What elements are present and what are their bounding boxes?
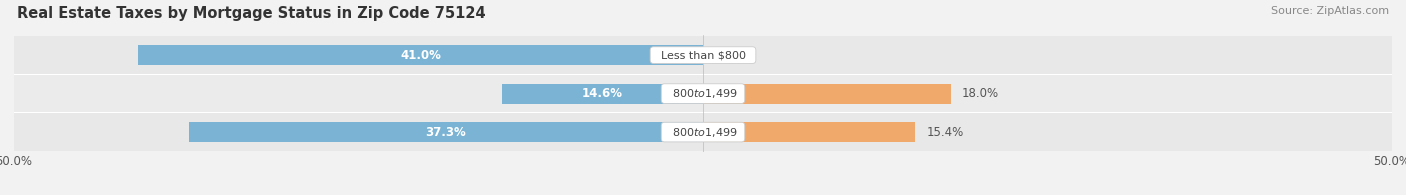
Bar bbox=[14, 75, 1392, 112]
Text: 18.0%: 18.0% bbox=[962, 87, 1000, 100]
Bar bbox=[703, 122, 915, 142]
Bar bbox=[14, 74, 1392, 113]
Text: $800 to $1,499: $800 to $1,499 bbox=[665, 126, 741, 139]
Text: 15.4%: 15.4% bbox=[927, 126, 963, 139]
Text: Real Estate Taxes by Mortgage Status in Zip Code 75124: Real Estate Taxes by Mortgage Status in … bbox=[17, 6, 485, 21]
Text: 37.3%: 37.3% bbox=[426, 126, 467, 139]
Bar bbox=[188, 122, 703, 142]
Bar bbox=[14, 113, 1392, 151]
Text: Less than $800: Less than $800 bbox=[654, 50, 752, 60]
Text: 0.0%: 0.0% bbox=[714, 49, 744, 62]
Bar bbox=[14, 36, 1392, 74]
Bar bbox=[703, 84, 950, 104]
Bar bbox=[14, 36, 1392, 74]
Text: Source: ZipAtlas.com: Source: ZipAtlas.com bbox=[1271, 6, 1389, 16]
Text: 41.0%: 41.0% bbox=[401, 49, 441, 62]
Bar bbox=[138, 45, 703, 65]
Text: 14.6%: 14.6% bbox=[582, 87, 623, 100]
Text: $800 to $1,499: $800 to $1,499 bbox=[665, 87, 741, 100]
Bar bbox=[502, 84, 703, 104]
Bar bbox=[14, 113, 1392, 151]
